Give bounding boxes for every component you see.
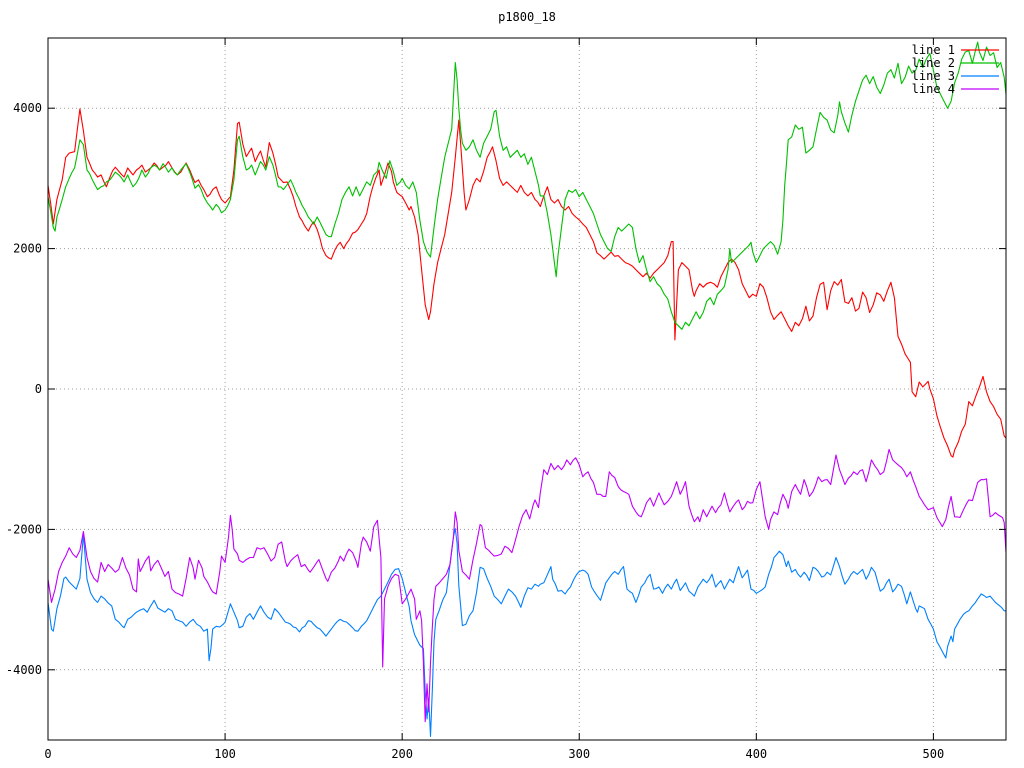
x-tick-label: 100 bbox=[214, 747, 236, 761]
legend-label: line 3 bbox=[912, 69, 955, 83]
series-line-1 bbox=[48, 108, 1006, 458]
series-line-3 bbox=[48, 528, 1006, 738]
legend-label: line 4 bbox=[912, 82, 955, 96]
x-tick-label: 200 bbox=[391, 747, 413, 761]
x-tick-label: 500 bbox=[923, 747, 945, 761]
x-tick-label: 0 bbox=[44, 747, 51, 761]
y-tick-label: -2000 bbox=[6, 522, 42, 536]
y-tick-label: 2000 bbox=[13, 242, 42, 256]
series-line-4 bbox=[48, 448, 1006, 723]
plot-border bbox=[47, 37, 1007, 741]
axis-labels: -4000 -2000 0 2000 4000 0 100 200 300 400 500 bbox=[6, 101, 944, 761]
legend-label: line 2 bbox=[912, 56, 955, 70]
series-line-2 bbox=[48, 41, 1006, 330]
chart-title: p1800_18 bbox=[498, 10, 556, 24]
y-tick-label: -4000 bbox=[6, 663, 42, 677]
x-tick-label: 300 bbox=[568, 747, 590, 761]
legend-label: line 1 bbox=[912, 43, 955, 57]
grid-lines bbox=[48, 38, 1006, 740]
y-tick-label: 0 bbox=[35, 382, 42, 396]
y-tick-label: 4000 bbox=[13, 101, 42, 115]
x-tick-label: 400 bbox=[745, 747, 767, 761]
data-series bbox=[48, 41, 1006, 738]
